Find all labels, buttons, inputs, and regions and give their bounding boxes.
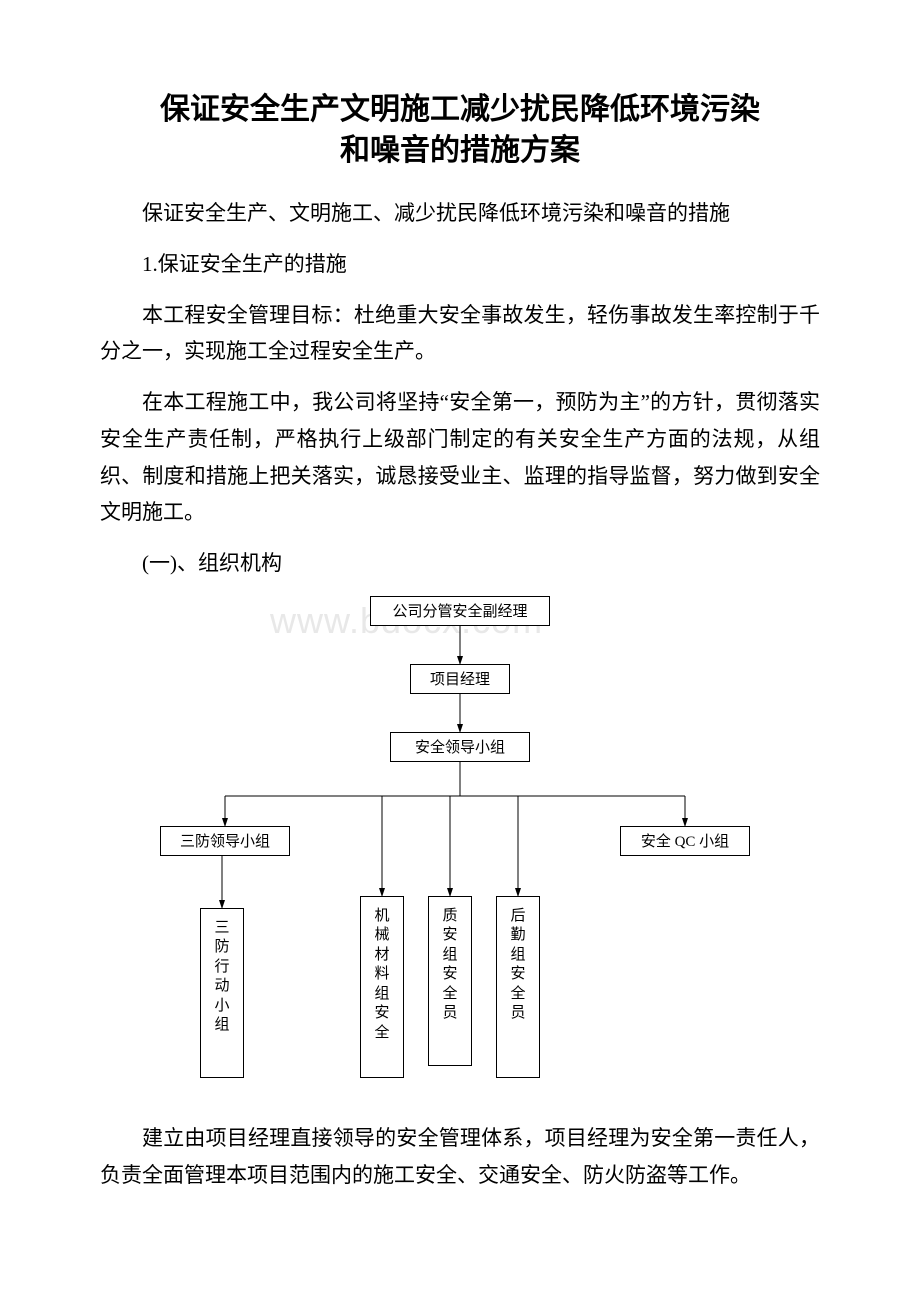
paragraph-goal: 本工程安全管理目标：杜绝重大安全事故发生，轻伤事故发生率控制于千分之一，实现施工…	[100, 297, 820, 371]
paragraph-intro: 保证安全生产、文明施工、减少扰民降低环境污染和噪音的措施	[100, 195, 820, 232]
title-line-1: 保证安全生产文明施工减少扰民降低环境污染	[160, 93, 760, 126]
org-flowchart: www.bdocx.com 公司分管安全副经理 项目经理 安全领导小组 三防领导…	[160, 596, 760, 1096]
paragraph-section-1: 1.保证安全生产的措施	[100, 246, 820, 283]
node-three-prevention-action: 三防行动小组	[200, 908, 244, 1078]
node-logistics-safety-officer: 后勤组安全员	[496, 896, 540, 1078]
node-safety-qc-group: 安全 QC 小组	[620, 826, 750, 856]
paragraph-system: 建立由项目经理直接领导的安全管理体系，项目经理为安全第一责任人，负责全面管理本项…	[100, 1120, 820, 1194]
node-deputy-manager: 公司分管安全副经理	[370, 596, 550, 626]
paragraph-policy: 在本工程施工中，我公司将坚持“安全第一，预防为主”的方针，贯彻落实安全生产责任制…	[100, 384, 820, 531]
node-mechanical-material-safety: 机械材料组安全	[360, 896, 404, 1078]
node-safety-leading-group: 安全领导小组	[390, 732, 530, 762]
title-line-2: 和噪音的措施方案	[340, 134, 580, 167]
node-three-prevention-group: 三防领导小组	[160, 826, 290, 856]
node-qa-safety-officer: 质安组安全员	[428, 896, 472, 1066]
document-title: 保证安全生产文明施工减少扰民降低环境污染 和噪音的措施方案	[100, 90, 820, 171]
node-project-manager: 项目经理	[410, 664, 510, 694]
paragraph-org-heading: (一)、组织机构	[100, 545, 820, 582]
